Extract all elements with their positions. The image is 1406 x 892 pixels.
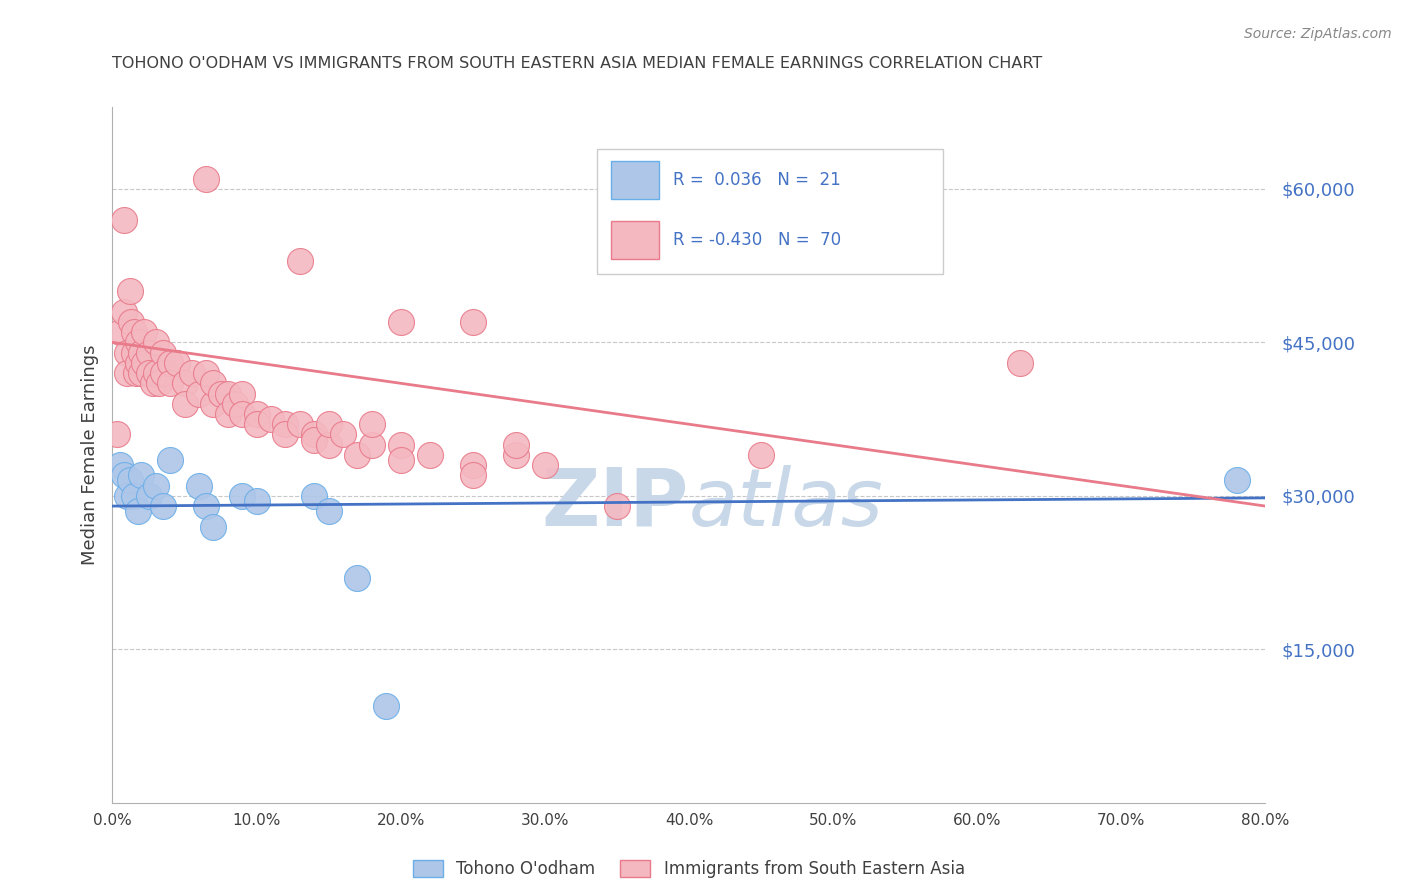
Point — [245, 407, 267, 421]
Point — [188, 386, 211, 401]
Point — [195, 499, 218, 513]
Point — [209, 386, 232, 401]
Point — [173, 376, 195, 391]
Point — [120, 315, 142, 329]
Point — [318, 438, 340, 452]
Point — [173, 397, 195, 411]
Point — [127, 504, 149, 518]
Point — [304, 427, 326, 442]
Point — [127, 335, 149, 350]
Point — [389, 453, 412, 467]
Point — [152, 345, 174, 359]
Point — [118, 474, 141, 488]
Text: ZIP: ZIP — [541, 465, 689, 542]
Point — [195, 366, 218, 380]
Point — [231, 386, 253, 401]
Point — [118, 284, 141, 298]
Point — [152, 499, 174, 513]
Point — [217, 386, 239, 401]
Point — [138, 489, 160, 503]
Point — [245, 417, 267, 432]
Point — [304, 489, 326, 503]
Point — [360, 438, 382, 452]
Text: atlas: atlas — [689, 465, 884, 542]
Point — [231, 407, 253, 421]
Point — [145, 335, 167, 350]
Point — [461, 468, 484, 483]
Point — [749, 448, 772, 462]
Point — [134, 356, 156, 370]
Point — [389, 438, 412, 452]
Point — [124, 366, 146, 380]
Point — [274, 417, 297, 432]
Point — [166, 356, 188, 370]
Point — [148, 376, 170, 391]
Point — [346, 571, 368, 585]
Point — [112, 468, 135, 483]
Point — [533, 458, 555, 472]
Point — [159, 376, 181, 391]
Point — [112, 304, 135, 318]
Point — [346, 448, 368, 462]
Point — [260, 412, 283, 426]
Point — [142, 376, 165, 391]
Point — [1226, 474, 1249, 488]
Point — [188, 478, 211, 492]
Point — [360, 417, 382, 432]
Point — [129, 345, 153, 359]
Text: TOHONO O'ODHAM VS IMMIGRANTS FROM SOUTH EASTERN ASIA MEDIAN FEMALE EARNINGS CORR: TOHONO O'ODHAM VS IMMIGRANTS FROM SOUTH … — [112, 56, 1043, 71]
Text: Source: ZipAtlas.com: Source: ZipAtlas.com — [1244, 27, 1392, 41]
Legend: Tohono O'odham, Immigrants from South Eastern Asia: Tohono O'odham, Immigrants from South Ea… — [406, 854, 972, 885]
Point — [180, 366, 202, 380]
Point — [145, 478, 167, 492]
Point — [159, 453, 181, 467]
Point — [274, 427, 297, 442]
Point — [505, 448, 527, 462]
Point — [159, 356, 181, 370]
Point — [195, 171, 218, 186]
Point — [112, 212, 135, 227]
Point — [105, 427, 128, 442]
Point — [461, 315, 484, 329]
Point — [138, 366, 160, 380]
Point — [138, 345, 160, 359]
Point — [288, 253, 311, 268]
Point — [461, 458, 484, 472]
Point — [419, 448, 441, 462]
Point — [231, 489, 253, 503]
Point — [127, 356, 149, 370]
Point — [122, 325, 145, 339]
Point — [115, 366, 138, 380]
Point — [122, 489, 145, 503]
Point — [122, 345, 145, 359]
Point — [217, 407, 239, 421]
Point — [202, 519, 225, 533]
Point — [129, 366, 153, 380]
Point — [245, 494, 267, 508]
Point — [606, 499, 628, 513]
Point — [108, 325, 131, 339]
Point — [375, 698, 398, 713]
Point — [304, 433, 326, 447]
Point — [202, 376, 225, 391]
Point — [152, 366, 174, 380]
Point — [332, 427, 354, 442]
Y-axis label: Median Female Earnings: Median Female Earnings — [80, 344, 98, 566]
Point — [129, 468, 153, 483]
Point — [145, 366, 167, 380]
Point — [115, 345, 138, 359]
Point — [505, 438, 527, 452]
Point — [115, 489, 138, 503]
Point — [202, 397, 225, 411]
Point — [134, 325, 156, 339]
Point — [389, 315, 412, 329]
Point — [1010, 356, 1032, 370]
Point — [224, 397, 246, 411]
Point — [108, 458, 131, 472]
Point — [288, 417, 311, 432]
Point — [318, 504, 340, 518]
Point — [318, 417, 340, 432]
